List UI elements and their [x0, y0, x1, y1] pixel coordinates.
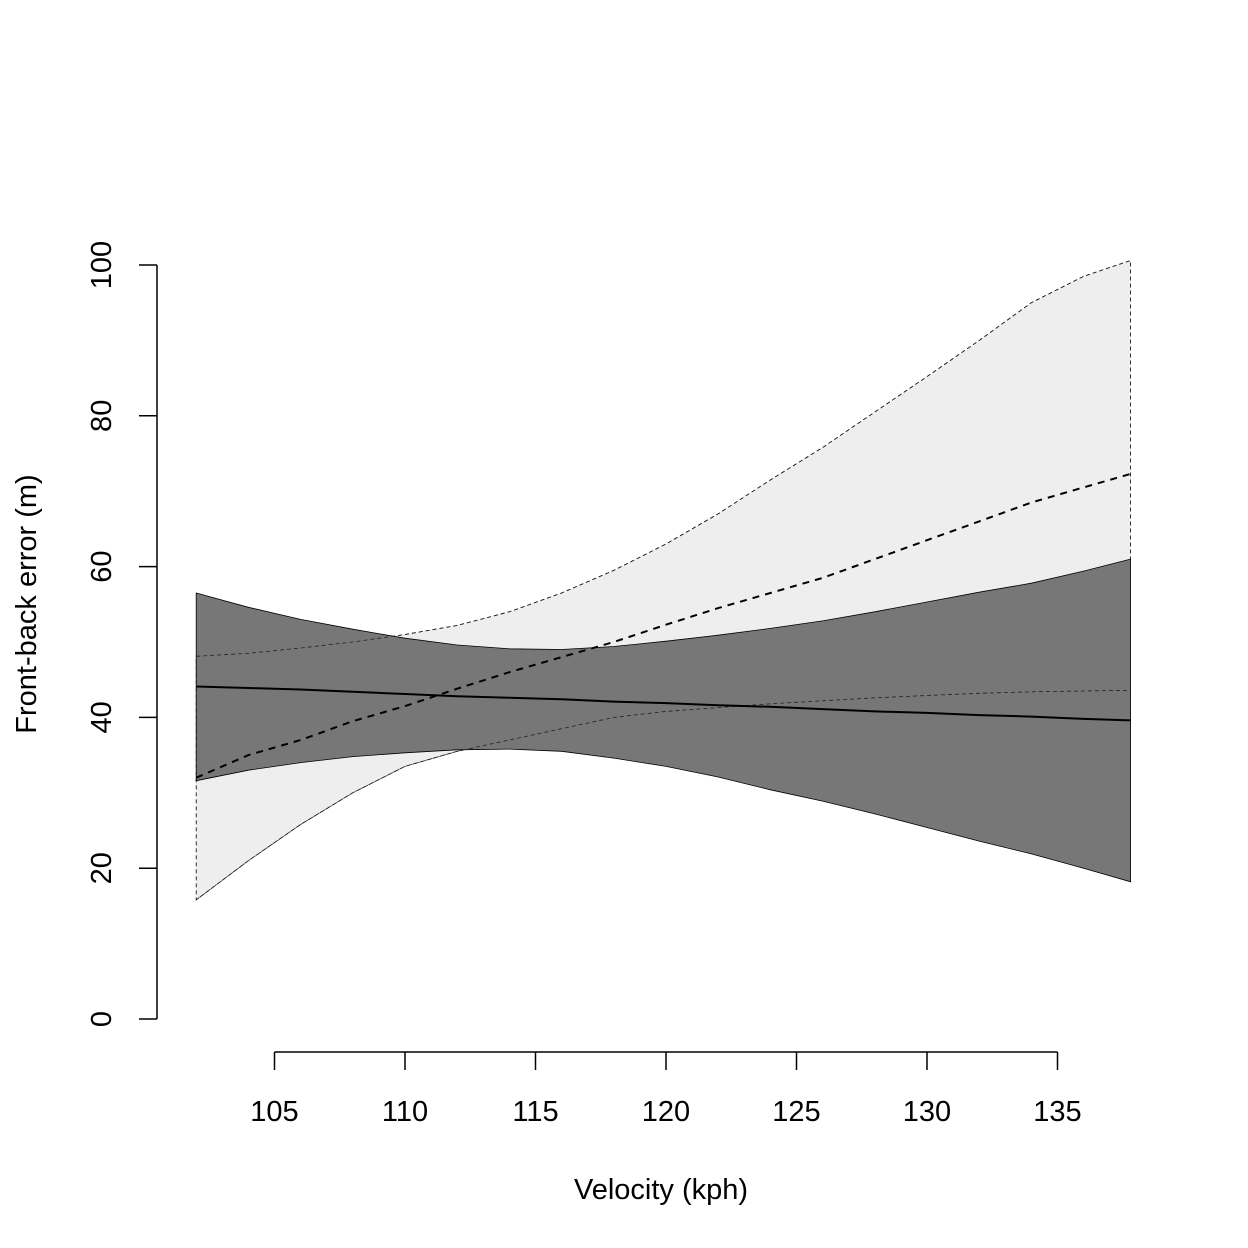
x-axis-title: Velocity (kph) [574, 1174, 748, 1206]
x-tick-label-110: 110 [382, 1096, 428, 1128]
y-tick-label-60: 60 [86, 550, 118, 582]
y-axis: 0 20 40 60 80 100 [86, 241, 158, 1027]
x-tick-label-105: 105 [250, 1096, 298, 1128]
y-axis-title: Front-back error (m) [11, 474, 43, 733]
line-series-2 [195, 472, 1131, 779]
x-tick-label-125: 125 [772, 1096, 820, 1128]
y-tick-label-20: 20 [86, 852, 118, 884]
line-series-1 [196, 685, 1131, 722]
x-tick-label-130: 130 [903, 1096, 951, 1128]
confidence-bands [195, 259, 1131, 901]
band-series-1 [195, 558, 1131, 883]
x-tick-label-120: 120 [642, 1096, 690, 1128]
y-tick-label-40: 40 [86, 701, 118, 733]
y-tick-label-100: 100 [86, 241, 118, 289]
x-tick-label-135: 135 [1033, 1096, 1081, 1128]
x-axis: 105 110 115 120 125 130 135 [250, 1051, 1082, 1128]
band-upper-edge-series-2 [196, 260, 1131, 657]
band-lower-edge-series-2 [195, 689, 1131, 901]
series-lines [195, 260, 1131, 901]
y-tick-label-80: 80 [86, 400, 118, 432]
y-tick-label-0: 0 [86, 1011, 118, 1027]
x-tick-label-115: 115 [512, 1096, 558, 1128]
